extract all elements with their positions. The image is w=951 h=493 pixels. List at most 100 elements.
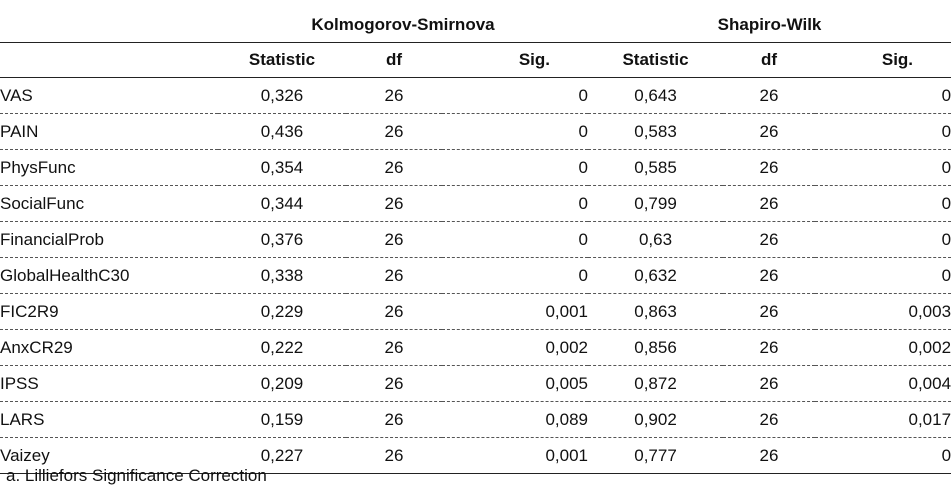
cell-sw-sig: 0	[941, 193, 951, 213]
cell-sw-df: 26	[759, 445, 779, 465]
col-header-sw-df: df	[760, 50, 778, 69]
cell-ks-df: 26	[384, 121, 404, 141]
group-header-kolmogorov-smirnov: Kolmogorov-Smirnova	[218, 8, 589, 43]
cell-sw-sig: 0	[941, 121, 951, 141]
cell-sw-df: 26	[759, 229, 779, 249]
col-header-ks-sig: Sig.	[518, 50, 551, 69]
cell-ks-df: 26	[384, 193, 404, 213]
cell-ks-df: 26	[384, 85, 404, 105]
table-row: SocialFunc 0,344 26 0 0,799 26 0	[0, 186, 951, 222]
table-row: FinancialProb 0,376 26 0 0,63 26 0	[0, 222, 951, 258]
empty-label-header	[0, 43, 218, 78]
cell-sw-statistic: 0,632	[634, 265, 677, 285]
cell-ks-sig: 0	[578, 229, 589, 249]
row-label: FIC2R9	[0, 301, 59, 321]
row-label: IPSS	[0, 373, 39, 393]
cell-sw-statistic: 0,585	[634, 157, 677, 177]
row-label: Vaizey	[0, 445, 50, 465]
cell-ks-sig: 0	[578, 85, 589, 105]
cell-sw-df: 26	[759, 409, 779, 429]
cell-ks-statistic: 0,376	[260, 229, 304, 249]
row-label: LARS	[0, 409, 45, 429]
cell-ks-sig: 0,005	[545, 373, 589, 393]
cell-ks-df: 26	[384, 229, 404, 249]
footnote: a. Lilliefors Significance Correction	[6, 466, 267, 485]
cell-ks-df: 26	[384, 301, 404, 321]
cell-sw-sig: 0	[941, 229, 951, 249]
table-row: VAS 0,326 26 0 0,643 26 0	[0, 78, 951, 114]
col-header-sw-statistic: Statistic	[622, 50, 689, 69]
cell-ks-statistic: 0,159	[260, 409, 304, 429]
cell-sw-sig: 0,003	[908, 301, 951, 321]
cell-sw-sig: 0	[941, 85, 951, 105]
col-header-ks-df: df	[385, 50, 403, 69]
row-label: PAIN	[0, 121, 39, 141]
row-label: AnxCR29	[0, 337, 73, 357]
row-label: SocialFunc	[0, 193, 85, 213]
group-header-shapiro-wilk: Shapiro-Wilk	[588, 8, 951, 43]
cell-sw-df: 26	[759, 337, 779, 357]
cell-ks-df: 26	[384, 265, 404, 285]
cell-ks-sig: 0	[578, 193, 589, 213]
normality-test-table: Kolmogorov-Smirnova Shapiro-Wilk Statist…	[0, 8, 951, 474]
row-label: FinancialProb	[0, 229, 104, 249]
cell-sw-sig: 0,002	[908, 337, 951, 357]
empty-corner-cell	[0, 8, 218, 43]
cell-ks-df: 26	[384, 409, 404, 429]
row-label: PhysFunc	[0, 157, 76, 177]
cell-ks-df: 26	[384, 157, 404, 177]
table-row: LARS 0,159 26 0,089 0,902 26 0,017	[0, 402, 951, 438]
cell-ks-sig: 0	[578, 265, 589, 285]
cell-sw-sig: 0	[941, 445, 951, 465]
cell-sw-statistic: 0,863	[634, 301, 677, 321]
cell-sw-statistic: 0,777	[634, 445, 677, 465]
cell-sw-statistic: 0,583	[634, 121, 677, 141]
col-header-sw-sig: Sig.	[881, 50, 914, 69]
cell-ks-sig: 0	[578, 121, 589, 141]
cell-sw-statistic: 0,63	[638, 229, 673, 249]
cell-ks-sig: 0	[578, 157, 589, 177]
table-body: VAS 0,326 26 0 0,643 26 0 PAIN 0,436 26 0 0,583 26 0 P…	[0, 78, 951, 474]
column-header-row: Statistic df Sig. Statistic df Sig.	[0, 43, 951, 78]
cell-ks-sig: 0,001	[545, 301, 589, 321]
cell-sw-df: 26	[759, 265, 779, 285]
cell-ks-df: 26	[384, 337, 404, 357]
cell-ks-df: 26	[384, 373, 404, 393]
cell-sw-df: 26	[759, 121, 779, 141]
cell-ks-statistic: 0,229	[260, 301, 304, 321]
cell-ks-statistic: 0,354	[260, 157, 304, 177]
table-row: Vaizey 0,227 26 0,001 0,777 26 0	[0, 438, 951, 474]
table-row: PhysFunc 0,354 26 0 0,585 26 0	[0, 150, 951, 186]
cell-sw-df: 26	[759, 373, 779, 393]
cell-sw-df: 26	[759, 193, 779, 213]
table-row: GlobalHealthC30 0,338 26 0 0,632 26 0	[0, 258, 951, 294]
cell-ks-df: 26	[384, 445, 404, 465]
table-row: PAIN 0,436 26 0 0,583 26 0	[0, 114, 951, 150]
row-label: VAS	[0, 85, 33, 105]
cell-sw-statistic: 0,872	[634, 373, 677, 393]
cell-ks-sig: 0,001	[545, 445, 589, 465]
cell-ks-statistic: 0,222	[260, 337, 304, 357]
cell-sw-statistic: 0,902	[634, 409, 677, 429]
col-header-ks-statistic: Statistic	[248, 50, 316, 69]
cell-sw-statistic: 0,799	[634, 193, 677, 213]
cell-sw-sig: 0	[941, 265, 951, 285]
cell-ks-statistic: 0,326	[260, 85, 304, 105]
cell-ks-statistic: 0,209	[260, 373, 304, 393]
cell-sw-statistic: 0,643	[634, 85, 677, 105]
table-row: AnxCR29 0,222 26 0,002 0,856 26 0,002	[0, 330, 951, 366]
cell-sw-sig: 0	[941, 157, 951, 177]
table-row: FIC2R9 0,229 26 0,001 0,863 26 0,003	[0, 294, 951, 330]
cell-sw-df: 26	[759, 301, 779, 321]
cell-sw-sig: 0,017	[908, 409, 951, 429]
cell-ks-statistic: 0,344	[260, 193, 304, 213]
group-header-row: Kolmogorov-Smirnova Shapiro-Wilk	[0, 8, 951, 43]
cell-sw-statistic: 0,856	[634, 337, 677, 357]
cell-ks-sig: 0,002	[545, 337, 589, 357]
cell-ks-statistic: 0,227	[260, 445, 304, 465]
cell-ks-statistic: 0,338	[260, 265, 304, 285]
cell-sw-df: 26	[759, 85, 779, 105]
table-row: IPSS 0,209 26 0,005 0,872 26 0,004	[0, 366, 951, 402]
cell-ks-sig: 0,089	[545, 409, 589, 429]
cell-sw-sig: 0,004	[908, 373, 951, 393]
